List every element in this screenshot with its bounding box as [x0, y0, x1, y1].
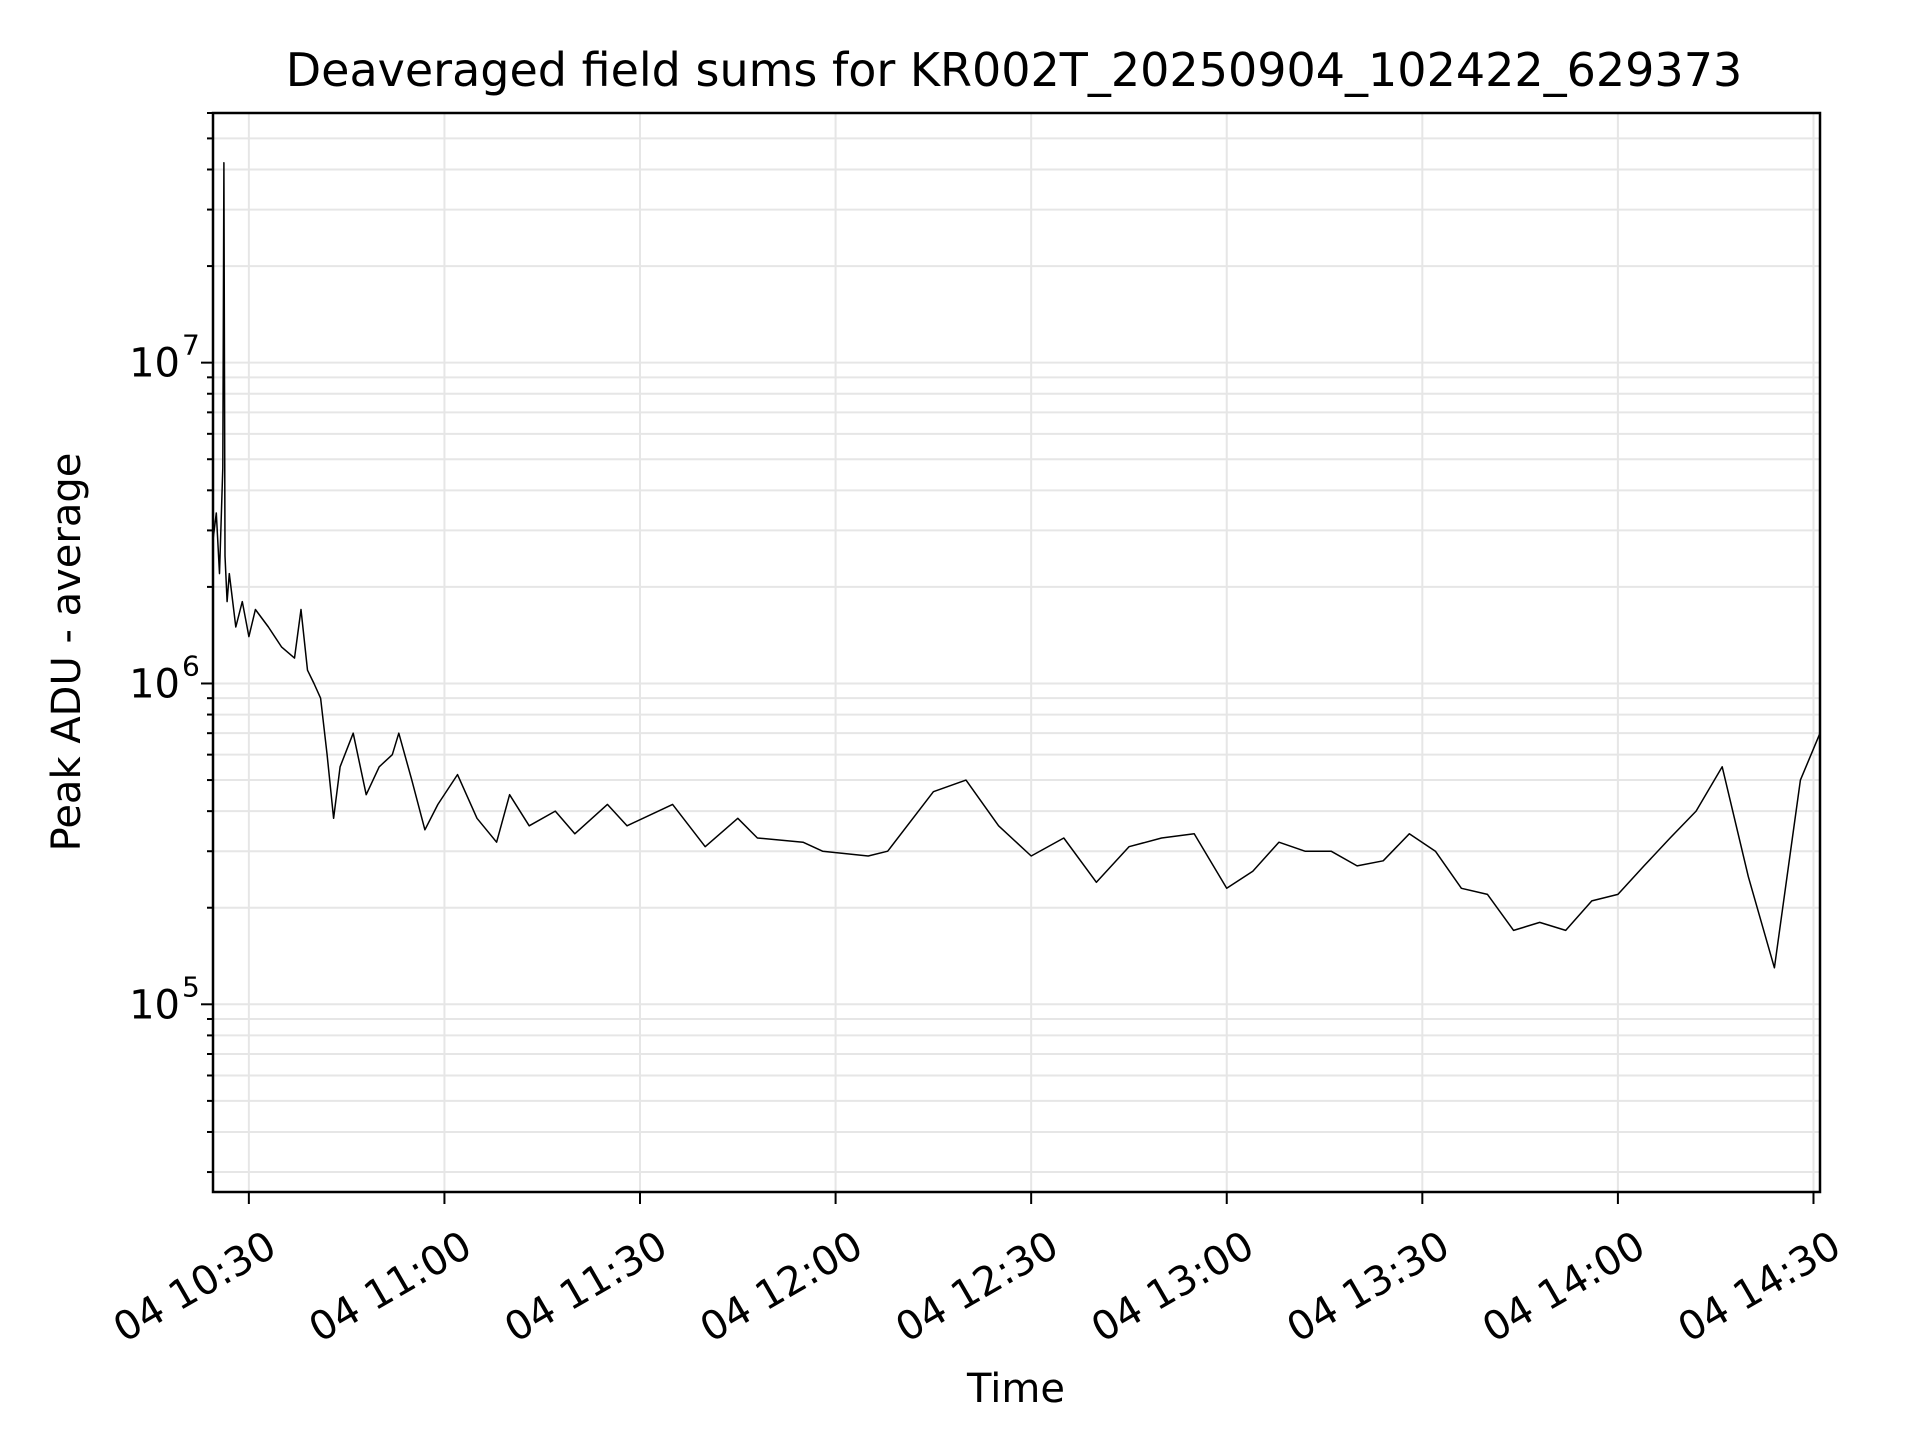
x-tick-label: 04 10:30 [106, 1223, 284, 1352]
x-tick-label: 04 11:00 [302, 1223, 480, 1352]
plot-frame [211, 111, 1822, 1194]
x-axis-ticks: 04 10:30 04 11:00 04 11:30 04 12:00 04 12:30… [106, 1192, 1849, 1352]
series-line [212, 161, 1821, 969]
y-axis-label: Peak ADU - average [44, 453, 90, 852]
y-tick-exponent: 7 [182, 329, 200, 362]
x-tick-label: 04 12:00 [693, 1223, 871, 1352]
x-tick-label: 04 14:00 [1475, 1223, 1653, 1352]
y-tick-label: 10 [129, 661, 180, 707]
x-tick-label: 04 13:30 [1279, 1223, 1457, 1352]
data-series [212, 161, 1821, 969]
chart-title: Deaveraged field sums for KR002T_2025090… [286, 43, 1742, 97]
grid [213, 112, 1820, 1192]
y-tick-label: 10 [129, 341, 180, 387]
y-tick-exponent: 6 [182, 649, 200, 682]
y-tick-label: 10 [129, 982, 180, 1028]
x-axis-label: Time [966, 1366, 1065, 1412]
x-tick-label: 04 14:30 [1671, 1223, 1849, 1352]
x-tick-label: 04 11:30 [497, 1223, 675, 1352]
x-tick-label: 04 13:00 [1084, 1223, 1262, 1352]
y-tick-exponent: 5 [182, 970, 200, 1003]
x-tick-label: 04 12:30 [888, 1223, 1066, 1352]
